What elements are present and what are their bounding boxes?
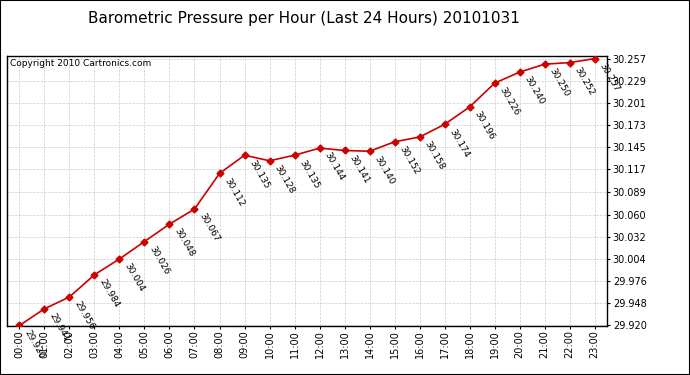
- Text: 30.144: 30.144: [322, 151, 346, 183]
- Text: 30.196: 30.196: [473, 110, 496, 142]
- Text: 30.026: 30.026: [147, 244, 171, 276]
- Text: 29.984: 29.984: [97, 278, 121, 309]
- Text: 30.140: 30.140: [373, 154, 396, 186]
- Text: 30.174: 30.174: [447, 127, 471, 159]
- Text: 30.158: 30.158: [422, 140, 446, 172]
- Text: 30.135: 30.135: [247, 158, 271, 190]
- Text: 30.112: 30.112: [222, 176, 246, 208]
- Text: 30.135: 30.135: [297, 158, 321, 190]
- Text: 30.048: 30.048: [172, 227, 196, 259]
- Text: 29.920: 29.920: [22, 328, 46, 360]
- Text: 30.226: 30.226: [497, 86, 521, 118]
- Text: 29.941: 29.941: [47, 312, 70, 343]
- Text: Copyright 2010 Cartronics.com: Copyright 2010 Cartronics.com: [10, 59, 151, 68]
- Text: 30.067: 30.067: [197, 212, 221, 244]
- Text: 30.141: 30.141: [347, 153, 371, 185]
- Text: 30.128: 30.128: [273, 164, 296, 195]
- Text: 30.250: 30.250: [547, 67, 571, 99]
- Text: 30.252: 30.252: [573, 65, 596, 97]
- Text: 30.240: 30.240: [522, 75, 546, 106]
- Text: 30.004: 30.004: [122, 262, 146, 294]
- Text: Barometric Pressure per Hour (Last 24 Hours) 20101031: Barometric Pressure per Hour (Last 24 Ho…: [88, 11, 520, 26]
- Text: 30.257: 30.257: [598, 62, 621, 93]
- Text: 30.152: 30.152: [397, 144, 421, 176]
- Text: 29.956: 29.956: [72, 300, 96, 332]
